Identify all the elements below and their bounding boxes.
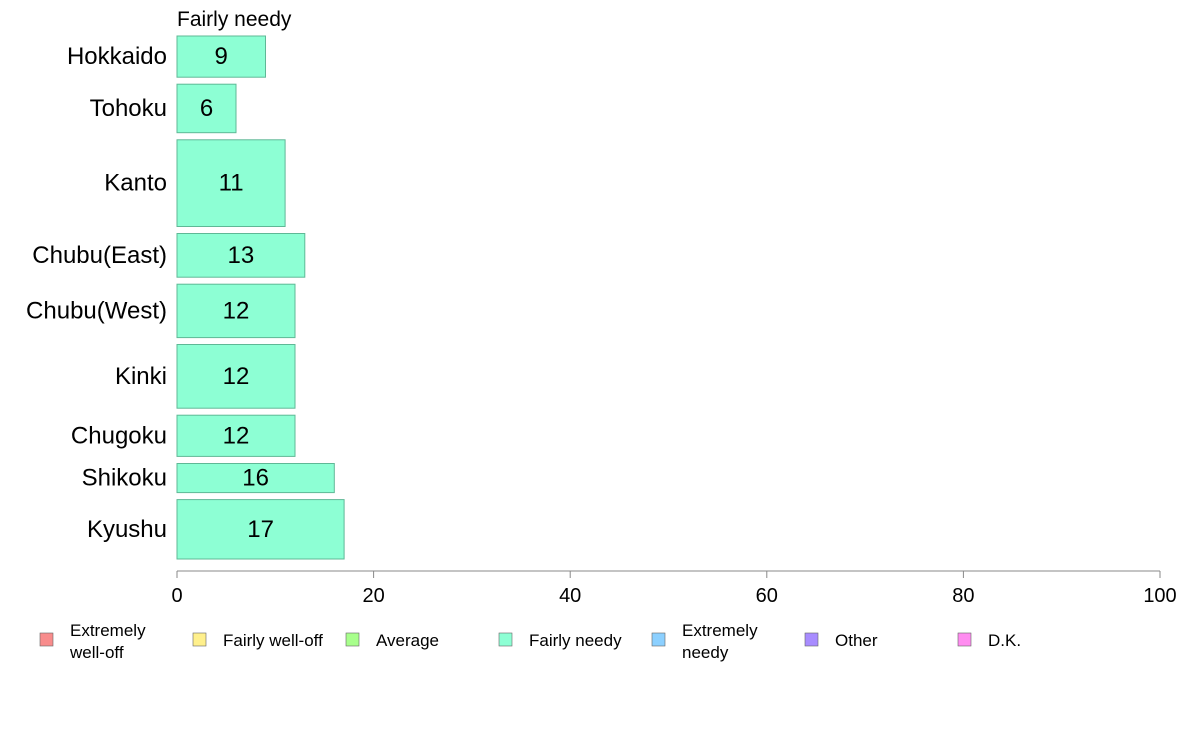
legend-label-extremely-needy: Extremely needy [682,621,758,662]
legend-swatch-extremely-well-off [39,632,54,647]
legend-swatch-d-k [957,632,972,647]
bar-value-kanto: 11 [219,170,244,197]
x-axis: 0 20 40 60 80 100 [171,570,1177,607]
category-label-tohoku: Tohoku [90,95,167,122]
bar-value-chugoku: 12 [223,422,250,449]
x-tick-label-100: 100 [1143,585,1176,607]
bar-value-hokkaido: 9 [215,43,228,70]
bar-chubu-west [176,283,296,339]
bars-group: 9 Hokkaido 6 Tohoku 11 Kanto 13 Chubu(East) 12 Ch… [26,35,345,560]
bar-shikoku [176,463,335,494]
category-label-kyushu: Kyushu [87,516,167,543]
category-label-chugoku: Chugoku [71,422,167,449]
legend-label-fairly-needy: Fairly needy [529,631,622,650]
bar-kanto [176,139,286,227]
bar-tohoku [176,83,237,134]
legend-swatch-fairly-needy [498,632,513,647]
legend-swatch-extremely-needy [651,632,666,647]
bar-value-shikoku: 16 [242,465,269,492]
bar-value-chubu-west: 12 [223,297,250,324]
legend-label-other: Other [835,631,878,650]
legend-swatch-fairly-well-off [192,632,207,647]
bar-value-tohoku: 6 [200,95,213,122]
x-tick-label-60: 60 [756,585,778,607]
bar-chugoku [176,414,296,457]
x-tick-label-0: 0 [171,585,182,607]
legend-label-extremely-well-off: Extremely well-off [69,621,146,662]
legend-swatch-other [804,632,819,647]
bar-hokkaido [176,35,266,78]
x-tick-label-80: 80 [952,585,974,607]
category-label-chubu-west: Chubu(West) [26,297,167,324]
category-label-kanto: Kanto [104,170,167,197]
bar-value-kinki: 12 [223,363,250,390]
legend-swatch-average [345,632,360,647]
x-tick-label-20: 20 [362,585,384,607]
category-label-hokkaido: Hokkaido [67,43,167,70]
legend: Extremely well-off Fairly well-off Average F… [39,621,1021,662]
bar-chubu-east [176,233,306,278]
legend-label-fairly-well-off: Fairly well-off [223,631,323,650]
panel-title: Fairly needy [177,8,292,31]
legend-label-d-k: D.K. [988,631,1021,650]
category-label-chubu-east: Chubu(East) [32,242,167,269]
bar-kinki [176,344,296,409]
category-label-kinki: Kinki [115,363,167,390]
bar-value-kyushu: 17 [247,516,274,543]
bar-kyushu [176,499,345,560]
x-tick-label-40: 40 [559,585,581,607]
bar-value-chubu-east: 13 [228,242,255,269]
category-label-shikoku: Shikoku [82,465,167,492]
legend-label-average: Average [376,631,439,650]
